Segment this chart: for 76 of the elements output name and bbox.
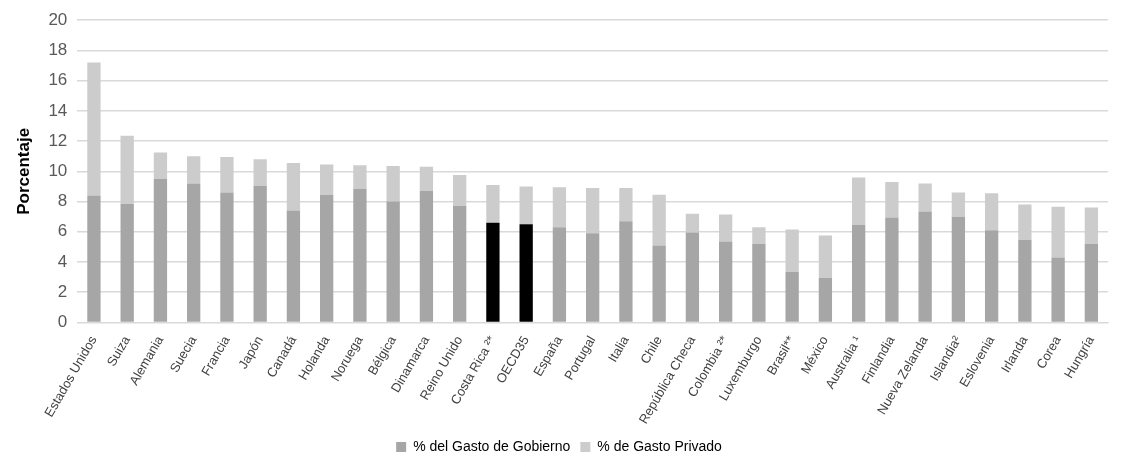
legend-label: % de Gasto Privado [597,437,723,454]
bar [652,245,666,322]
bar [353,165,367,189]
bar [286,210,301,322]
bar [486,222,500,322]
bar [785,271,799,322]
bar [187,156,201,184]
bar [220,156,234,193]
bar [586,187,600,234]
bar [685,232,700,322]
bar [885,217,899,322]
bar [685,213,700,233]
bar [951,192,966,217]
bar [785,229,799,272]
bar [87,195,101,322]
bar [586,233,600,322]
bar [851,177,866,225]
bar [984,230,999,322]
bar [1051,257,1065,322]
bar [419,166,434,191]
y-tick-label: 18 [48,40,68,60]
bar [153,178,168,322]
y-axis-title: Porcentaje [13,127,33,215]
bar [752,243,766,322]
bar [286,163,301,211]
bar [87,62,101,196]
y-tick-label: 16 [48,70,68,90]
y-tick-label: 0 [57,312,68,332]
bar [1018,204,1032,241]
bar [320,194,334,322]
bar [353,188,367,322]
bar [1018,240,1032,322]
bar [1051,206,1065,258]
bar [619,221,633,322]
bar [619,187,633,222]
y-tick-label: 8 [57,191,68,211]
bar [652,194,666,246]
bar [918,211,932,322]
y-tick-label: 14 [48,100,68,120]
bar [1084,207,1099,244]
bar [453,175,467,207]
bar [220,192,234,322]
bar [519,224,533,322]
y-tick-label: 12 [48,130,68,150]
y-tick-label: 6 [57,221,68,241]
bar [818,235,833,278]
bar [120,203,134,322]
bar [1084,243,1099,322]
bar [519,186,533,225]
y-tick-label: 20 [48,9,68,29]
legend-label: % del Gasto de Gobierno [413,437,571,454]
y-tick-label: 4 [57,251,68,271]
bar [719,214,733,242]
bar [253,159,267,186]
y-tick-label: 2 [57,281,68,301]
bar [187,183,201,322]
bar [552,187,567,228]
bar [486,184,500,223]
bar [419,190,434,322]
bar [386,166,400,202]
bar [851,224,866,322]
bar [386,201,400,322]
bar [120,135,134,204]
bar [453,206,467,322]
bar [984,193,999,231]
bar [951,216,966,322]
bar [918,183,932,212]
bar [552,227,567,322]
bar [719,241,733,322]
bar [818,277,833,322]
bar [253,185,267,322]
bar [320,164,334,195]
bar [752,227,766,244]
bar [885,181,899,218]
y-tick-label: 10 [48,161,68,181]
bar [153,152,168,179]
